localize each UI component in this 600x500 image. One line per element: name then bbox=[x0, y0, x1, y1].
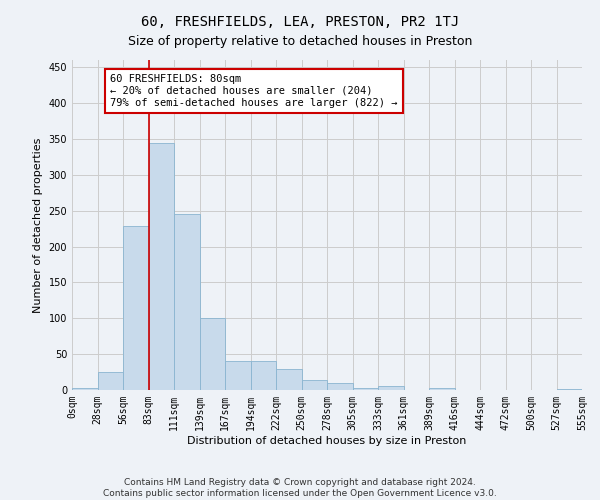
Text: 60, FRESHFIELDS, LEA, PRESTON, PR2 1TJ: 60, FRESHFIELDS, LEA, PRESTON, PR2 1TJ bbox=[141, 15, 459, 29]
Bar bbox=[251, 360, 276, 390]
Y-axis label: Number of detached properties: Number of detached properties bbox=[33, 138, 43, 312]
Bar bbox=[557, 388, 582, 390]
Bar bbox=[225, 360, 251, 390]
X-axis label: Distribution of detached houses by size in Preston: Distribution of detached houses by size … bbox=[187, 436, 467, 446]
Bar bbox=[149, 142, 174, 390]
Bar bbox=[429, 388, 455, 390]
Bar bbox=[378, 386, 404, 390]
Bar bbox=[97, 372, 123, 390]
Bar bbox=[276, 369, 302, 390]
Bar bbox=[199, 318, 225, 390]
Bar bbox=[302, 380, 327, 390]
Bar bbox=[174, 214, 199, 390]
Bar bbox=[327, 383, 353, 390]
Bar bbox=[72, 388, 97, 390]
Bar bbox=[123, 226, 149, 390]
Text: Size of property relative to detached houses in Preston: Size of property relative to detached ho… bbox=[128, 35, 472, 48]
Text: 60 FRESHFIELDS: 80sqm
← 20% of detached houses are smaller (204)
79% of semi-det: 60 FRESHFIELDS: 80sqm ← 20% of detached … bbox=[110, 74, 398, 108]
Text: Contains HM Land Registry data © Crown copyright and database right 2024.
Contai: Contains HM Land Registry data © Crown c… bbox=[103, 478, 497, 498]
Bar bbox=[353, 388, 378, 390]
